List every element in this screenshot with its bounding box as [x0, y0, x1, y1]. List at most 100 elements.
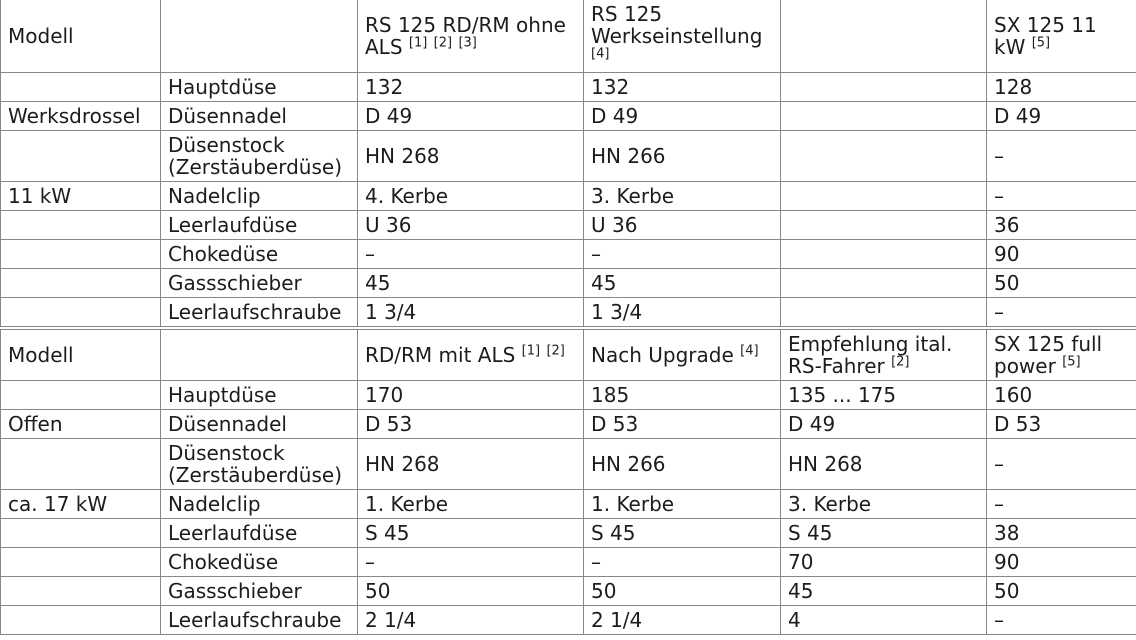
- value-cell: HN 268: [357, 438, 584, 490]
- value-cell: 4. Kerbe: [357, 181, 584, 211]
- spec-row: Düsenstock (Zerstäuberdüse) HN 268 HN 266 H…: [0, 438, 1136, 490]
- group-label-cell: [0, 518, 161, 548]
- jetting-table-section-1: Modell RS 125 RD/RM ohne ALS [1] [2] [3] R…: [0, 0, 1136, 327]
- spec-row: ca. 17 kW Nadelclip 1. Kerbe 1. Kerbe 3. Ker…: [0, 489, 1136, 519]
- spec-row: Leerlaufdüse S 45 S 45 S 45 38: [0, 518, 1136, 548]
- value-cell: –: [986, 181, 1136, 211]
- value-cell: [780, 72, 987, 102]
- model-name: Nach Upgrade: [591, 343, 734, 367]
- value-cell: 45: [357, 268, 584, 298]
- row-label-header: Modell: [0, 0, 161, 73]
- spec-row: Gassschieber 50 50 45 50: [0, 576, 1136, 606]
- value-cell: 70: [780, 547, 987, 577]
- value-cell: 3. Kerbe: [780, 489, 987, 519]
- spec-label-header: [160, 329, 358, 381]
- model-header-row: Modell RD/RM mit ALS [1] [2] Nach Upgrade …: [0, 329, 1136, 381]
- value-cell: 50: [986, 268, 1136, 298]
- spec-row: Gassschieber 45 45 50: [0, 268, 1136, 298]
- value-cell: –: [583, 547, 781, 577]
- value-cell: –: [357, 547, 584, 577]
- value-cell: 1 3/4: [583, 297, 781, 327]
- value-cell: 38: [986, 518, 1136, 548]
- value-cell: U 36: [583, 210, 781, 240]
- group-label-cell: [0, 576, 161, 606]
- model-name: SX 125 11 kW: [994, 13, 1097, 59]
- param-label-cell: Hauptdüse: [160, 380, 358, 410]
- param-label-cell: Hauptdüse: [160, 72, 358, 102]
- param-label-cell: Leerlaufschraube: [160, 297, 358, 327]
- model-name-cell: SX 125 11 kW [5]: [986, 0, 1136, 73]
- value-cell: 128: [986, 72, 1136, 102]
- value-cell: 1 3/4: [357, 297, 584, 327]
- model-name: RS 125 Werkseinstellung: [591, 2, 763, 48]
- value-cell: [780, 239, 987, 269]
- value-cell: D 49: [357, 101, 584, 131]
- value-cell: 2 1/4: [583, 605, 781, 635]
- value-cell: D 53: [357, 409, 584, 439]
- value-cell: S 45: [780, 518, 987, 548]
- value-cell: 45: [780, 576, 987, 606]
- value-cell: 1. Kerbe: [357, 489, 584, 519]
- param-label-cell: Leerlaufdüse: [160, 210, 358, 240]
- model-name-cell: Empfehlung ital. RS-Fahrer [2]: [780, 329, 987, 381]
- group-label-cell: [0, 605, 161, 635]
- value-cell: [780, 210, 987, 240]
- model-header-row: Modell RS 125 RD/RM ohne ALS [1] [2] [3] R…: [0, 0, 1136, 73]
- footnote-ref: [1]: [521, 343, 541, 359]
- group-label-cell: [0, 210, 161, 240]
- group-label-cell: [0, 130, 161, 182]
- param-label-cell: Leerlaufdüse: [160, 518, 358, 548]
- model-name-cell: RD/RM mit ALS [1] [2]: [357, 329, 584, 381]
- footnote-ref: [2]: [433, 35, 453, 51]
- model-name: RD/RM mit ALS: [365, 343, 516, 367]
- param-label-cell: Nadelclip: [160, 181, 358, 211]
- value-cell: D 49: [780, 409, 987, 439]
- footnote-ref: [5]: [1031, 35, 1051, 51]
- footnote-ref: [1]: [408, 35, 428, 51]
- value-cell: 50: [357, 576, 584, 606]
- model-name-cell: RS 125 Werkseinstellung [4]: [583, 0, 781, 73]
- spec-row: Düsenstock (Zerstäuberdüse) HN 268 HN 266 –: [0, 130, 1136, 182]
- group-label-cell: [0, 297, 161, 327]
- value-cell: –: [583, 239, 781, 269]
- group-label-cell: ca. 17 kW: [0, 489, 161, 519]
- value-cell: 45: [583, 268, 781, 298]
- spec-row: Leerlaufschraube 1 3/4 1 3/4–: [0, 297, 1136, 327]
- spec-label-header: [160, 0, 358, 73]
- value-cell: 132: [583, 72, 781, 102]
- row-label-header: Modell: [0, 329, 161, 381]
- value-cell: D 53: [986, 409, 1136, 439]
- value-cell: 185: [583, 380, 781, 410]
- group-label-cell: [0, 72, 161, 102]
- param-label-cell: Düsenstock (Zerstäuberdüse): [160, 130, 358, 182]
- value-cell: 160: [986, 380, 1136, 410]
- model-name: Empfehlung ital. RS-Fahrer: [788, 332, 953, 378]
- value-cell: 3. Kerbe: [583, 181, 781, 211]
- value-cell: 2 1/4: [357, 605, 584, 635]
- value-cell: 132: [357, 72, 584, 102]
- param-label-cell: Gassschieber: [160, 576, 358, 606]
- model-name-cell: [780, 0, 987, 73]
- value-cell: [780, 130, 987, 182]
- model-name-cell: Nach Upgrade [4]: [583, 329, 781, 381]
- value-cell: S 45: [357, 518, 584, 548]
- value-cell: [780, 297, 987, 327]
- param-label-cell: Düsennadel: [160, 101, 358, 131]
- footnote-ref: [4]: [591, 46, 610, 62]
- value-cell: S 45: [583, 518, 781, 548]
- value-cell: –: [986, 438, 1136, 490]
- value-cell: 50: [583, 576, 781, 606]
- footnote-ref: [2]: [891, 354, 910, 370]
- value-cell: [780, 181, 987, 211]
- value-cell: –: [986, 297, 1136, 327]
- group-label-cell: [0, 380, 161, 410]
- value-cell: D 53: [583, 409, 781, 439]
- value-cell: 90: [986, 239, 1136, 269]
- value-cell: –: [986, 489, 1136, 519]
- value-cell: 90: [986, 547, 1136, 577]
- group-label-cell: [0, 438, 161, 490]
- value-cell: D 49: [583, 101, 781, 131]
- spec-row: Chokedüse – –70 90: [0, 547, 1136, 577]
- value-cell: 36: [986, 210, 1136, 240]
